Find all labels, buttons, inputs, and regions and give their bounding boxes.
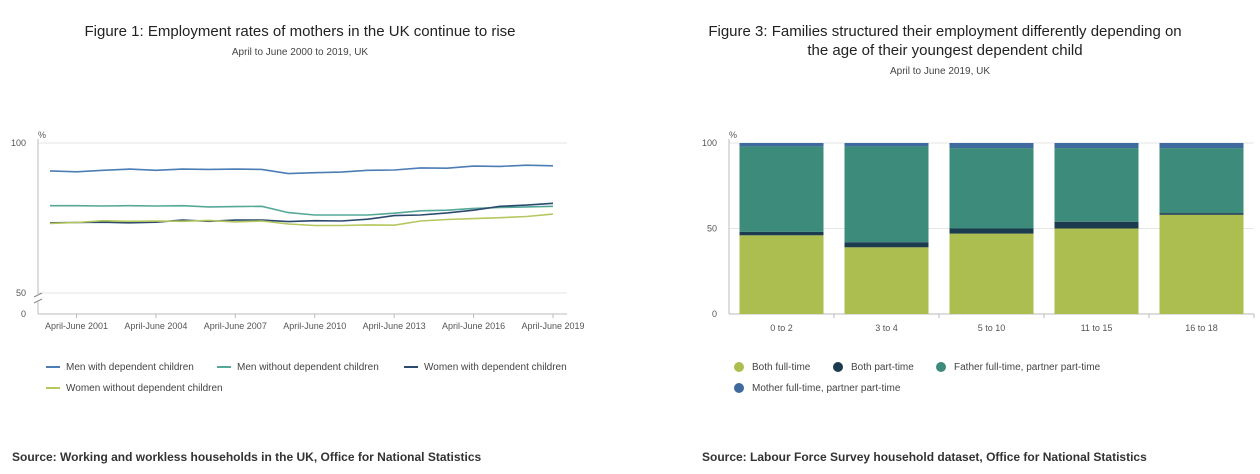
bar-segment-3 xyxy=(1054,143,1139,149)
bar-segment-0 xyxy=(739,235,824,314)
x-tick-label: April-June 2013 xyxy=(363,321,426,331)
series-line-0 xyxy=(49,164,554,175)
x-tick-label: 11 to 15 xyxy=(1081,323,1113,333)
legend-label: Women without dependent children xyxy=(66,383,223,394)
legend-item-1: Men without dependent children xyxy=(217,362,379,373)
y-tick-label-100: 100 xyxy=(11,138,26,148)
x-tick-label: April-June 2010 xyxy=(283,321,346,331)
x-tick-label: April-June 2001 xyxy=(45,321,108,331)
y-axis-unit-label: % xyxy=(729,130,737,140)
bar-segment-2 xyxy=(1054,148,1139,222)
y-tick-label-50: 50 xyxy=(16,288,26,298)
figure-3-source: Source: Labour Force Survey household da… xyxy=(702,450,1147,464)
x-tick-label: April-June 2007 xyxy=(204,321,267,331)
legend-item-2: Father full-time, partner part-time xyxy=(936,362,1100,373)
figure-3-title: Figure 3: Families structured their empl… xyxy=(630,22,1260,60)
bar-segment-1 xyxy=(739,231,824,236)
y-tick-label-50: 50 xyxy=(707,224,717,234)
legend-label: Men without dependent children xyxy=(237,362,379,373)
figure-3-subtitle: April to June 2019, UK xyxy=(889,66,991,77)
bar-segment-2 xyxy=(949,148,1034,229)
bar-segment-0 xyxy=(1054,228,1139,314)
x-tick-label: April-June 2019 xyxy=(521,321,584,331)
bar-segment-1 xyxy=(949,228,1034,234)
legend-item-2: Women with dependent children xyxy=(404,362,567,373)
legend-swatch xyxy=(217,366,231,369)
legend-label: Both part-time xyxy=(851,362,914,373)
bar-segment-3 xyxy=(844,143,929,147)
x-tick-label: 0 to 2 xyxy=(770,323,793,333)
x-tick-label: April-June 2004 xyxy=(124,321,187,331)
bar-segment-3 xyxy=(949,143,1034,149)
legend-swatch xyxy=(46,366,60,369)
legend-item-1: Both part-time xyxy=(833,362,914,373)
figure-1-title: Figure 1: Employment rates of mothers in… xyxy=(84,23,516,40)
bar-segment-3 xyxy=(739,143,824,147)
series-line-1 xyxy=(50,204,554,216)
y-tick-label-100: 100 xyxy=(702,138,717,148)
series-line-3 xyxy=(49,213,554,227)
legend-swatch xyxy=(404,366,418,369)
y-tick-label-0: 0 xyxy=(712,309,717,319)
y-axis-unit-label: % xyxy=(38,130,46,140)
bar-segment-0 xyxy=(949,233,1034,314)
legend-label: Women with dependent children xyxy=(424,362,567,373)
legend-label: Both full-time xyxy=(752,362,811,373)
legend-swatch xyxy=(734,383,744,394)
figure-1-subtitle: April to June 2000 to 2019, UK xyxy=(231,47,369,58)
axis-break-mark xyxy=(33,292,43,304)
x-tick-label: 16 to 18 xyxy=(1185,323,1218,333)
figure-1-panel: Figure 1: Employment rates of mothers in… xyxy=(11,23,585,464)
legend-swatch xyxy=(734,362,744,373)
legend-item-3: Women without dependent children xyxy=(46,383,223,394)
legend-swatch xyxy=(936,362,946,373)
figure-1-source: Source: Working and workless households … xyxy=(12,450,482,464)
figure-3-title-line-1: Figure 3: Families structured their empl… xyxy=(708,23,1182,40)
legend-label: Father full-time, partner part-time xyxy=(954,362,1101,373)
figure-1-line-chart: % 100 50 0 April-June 2001 April-June 2004 Apr… xyxy=(11,130,585,331)
bar-segment-1 xyxy=(844,242,929,248)
bar-segment-2 xyxy=(844,146,929,243)
figure-3-panel: Figure 3: Families structured their empl… xyxy=(630,0,1260,474)
bar-segment-0 xyxy=(844,247,929,314)
legend-item-0: Men with dependent children xyxy=(46,362,194,373)
x-tick-label: 3 to 4 xyxy=(875,323,898,333)
bar-segment-1 xyxy=(1159,213,1244,215)
legend-swatch xyxy=(833,362,843,373)
bar-segment-0 xyxy=(1159,214,1244,314)
figure-3-title-line-2: the age of their youngest dependent chil… xyxy=(807,42,1083,59)
bar-segment-2 xyxy=(1159,148,1244,214)
series-line-2 xyxy=(49,202,554,224)
y-tick-label-0: 0 xyxy=(21,309,26,319)
figure-3-bar-chart: % 100 50 0 0 to 2 3 to 4 5 to 10 11 to 15 16 to … xyxy=(702,130,1255,333)
legend-item-3: Mother full-time, partner part-time xyxy=(734,383,900,394)
bar-segment-2 xyxy=(739,146,824,232)
bar-segment-1 xyxy=(1054,221,1139,229)
x-tick-label: 5 to 10 xyxy=(978,323,1006,333)
legend-swatch xyxy=(46,387,60,390)
legend-label: Mother full-time, partner part-time xyxy=(752,383,901,394)
bar-segment-3 xyxy=(1159,143,1244,149)
x-tick-label: April-June 2016 xyxy=(442,321,505,331)
legend-item-0: Both full-time xyxy=(734,362,810,373)
legend-label: Men with dependent children xyxy=(66,362,194,373)
